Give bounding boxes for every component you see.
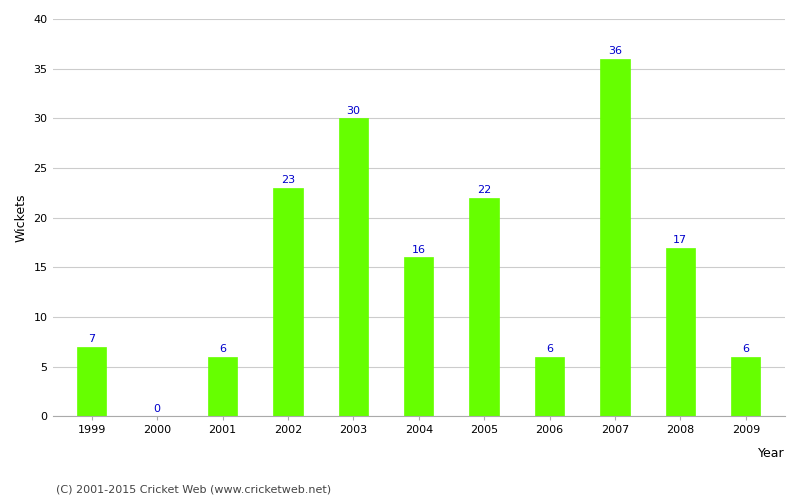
Bar: [338, 118, 368, 416]
Text: 6: 6: [546, 344, 553, 354]
Bar: [274, 188, 302, 416]
Bar: [77, 347, 106, 416]
Bar: [208, 357, 238, 416]
Y-axis label: Wickets: Wickets: [15, 194, 28, 242]
Text: 30: 30: [346, 106, 360, 116]
Text: 22: 22: [477, 186, 491, 196]
Bar: [666, 248, 695, 416]
Bar: [600, 58, 630, 416]
Bar: [470, 198, 499, 416]
Text: 17: 17: [674, 235, 687, 245]
Text: 23: 23: [281, 176, 295, 186]
Text: 0: 0: [154, 404, 161, 414]
Text: 6: 6: [219, 344, 226, 354]
Bar: [404, 258, 434, 416]
Text: 16: 16: [412, 245, 426, 255]
Text: 36: 36: [608, 46, 622, 56]
Text: 6: 6: [742, 344, 750, 354]
Text: Year: Year: [758, 447, 785, 460]
Text: 7: 7: [88, 334, 95, 344]
Text: (C) 2001-2015 Cricket Web (www.cricketweb.net): (C) 2001-2015 Cricket Web (www.cricketwe…: [56, 485, 331, 495]
Bar: [731, 357, 761, 416]
Bar: [535, 357, 564, 416]
